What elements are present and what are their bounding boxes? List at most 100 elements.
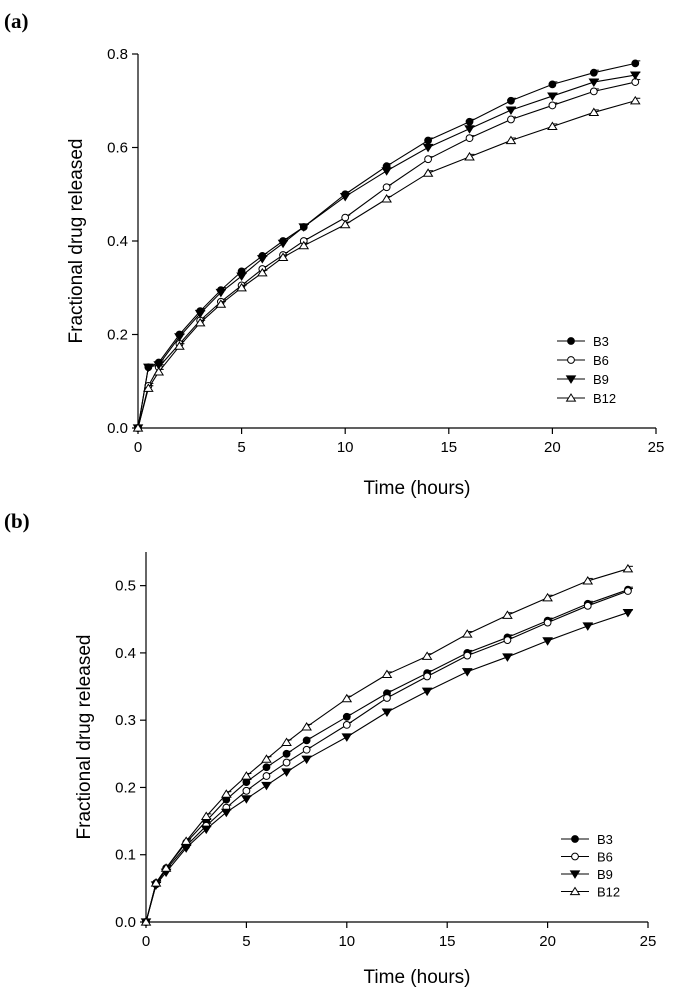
data-point-B9 <box>547 92 558 101</box>
y-axis-title: Fractional drug released <box>74 635 95 840</box>
data-point-B12 <box>153 366 165 376</box>
y-tick-label: 0.4 <box>107 233 128 250</box>
data-point-B6 <box>624 587 632 595</box>
data-point-B9 <box>588 78 600 87</box>
data-point-B12 <box>341 693 353 703</box>
series-B12 <box>132 95 641 432</box>
data-point-B3 <box>302 736 311 745</box>
data-point-B9 <box>194 309 206 319</box>
data-point-B12 <box>256 267 268 277</box>
x-tick-label: 10 <box>337 439 354 456</box>
data-point-B9 <box>277 239 289 249</box>
legend-marker-B3 <box>567 337 575 345</box>
panel-label: (b) <box>4 509 30 533</box>
data-point-B6 <box>543 618 552 627</box>
data-point-B6 <box>548 101 557 110</box>
series-line-B6 <box>137 81 636 429</box>
series-line-B9 <box>137 74 636 429</box>
series-B6 <box>142 587 633 926</box>
data-point-B12 <box>281 737 292 746</box>
data-point-B12 <box>174 341 185 350</box>
data-point-B9 <box>236 272 247 281</box>
x-tick-label: 25 <box>640 933 657 950</box>
legend-label: B3 <box>593 334 609 349</box>
x-tick-label: 5 <box>242 933 250 950</box>
legend-marker-B6 <box>571 852 579 861</box>
x-axis-title: Time (hours) <box>364 967 471 988</box>
data-point-B12 <box>215 299 227 308</box>
data-point-B9 <box>256 255 268 264</box>
data-point-B9 <box>281 768 292 777</box>
legend-label: B12 <box>593 391 616 406</box>
legend: B3 B6 B9 B12 <box>561 832 620 900</box>
data-point-B9 <box>339 192 351 202</box>
series-line-B3 <box>137 62 636 429</box>
x-tick-label: 15 <box>440 439 457 456</box>
data-point-B9 <box>582 622 594 631</box>
data-point-B9 <box>381 708 393 718</box>
data-point-B9 <box>381 167 392 176</box>
data-point-B12 <box>132 423 144 432</box>
legend: B3 B6 B9 B12 <box>557 334 616 406</box>
data-point-B9 <box>220 808 232 818</box>
data-point-B6 <box>282 758 291 767</box>
legend-item-B3: B3 <box>557 334 609 349</box>
data-point-B12 <box>629 95 641 105</box>
data-point-B12 <box>150 878 162 887</box>
data-point-B3 <box>342 712 351 721</box>
data-point-B12 <box>143 383 154 392</box>
data-point-B12 <box>220 789 232 798</box>
data-point-B12 <box>505 135 517 145</box>
data-point-B12 <box>502 610 513 619</box>
data-point-B6 <box>589 87 598 96</box>
data-point-B9 <box>464 125 475 134</box>
chart-panel-a: (a) 0 5 10 15 20 25 0.0 0.2 0.4 0.6 0.8 Time (hours)… <box>4 9 664 499</box>
data-point-B12 <box>298 240 310 250</box>
x-axis-title: Time (hours) <box>364 478 471 499</box>
y-tick-label: 0.2 <box>107 327 128 344</box>
legend-marker-B9 <box>565 375 577 384</box>
data-point-B6 <box>302 745 311 754</box>
x-tick-label: 25 <box>648 439 665 456</box>
data-point-B12 <box>464 151 475 161</box>
y-tick-label: 0.2 <box>115 779 136 796</box>
x-tick-label: 15 <box>439 933 456 950</box>
y-tick-label: 0.1 <box>115 847 136 864</box>
legend-label: B9 <box>597 867 613 882</box>
y-tick-label: 0.0 <box>107 420 128 437</box>
data-point-B6 <box>463 651 472 660</box>
data-point-B12 <box>236 282 247 292</box>
legend-marker-B12 <box>565 393 577 402</box>
legend-marker-B6 <box>567 356 575 364</box>
legend-item-B9: B9 <box>557 372 609 387</box>
series-B3 <box>142 585 633 926</box>
data-point-B9 <box>143 363 154 373</box>
data-point-B6 <box>424 155 432 164</box>
data-point-B3 <box>507 96 515 105</box>
x-tick-label: 0 <box>142 933 150 950</box>
y-tick-label: 0.8 <box>107 46 128 63</box>
data-point-B6 <box>423 672 432 681</box>
y-tick-label: 0.0 <box>115 914 136 931</box>
legend-marker-B3 <box>571 835 579 843</box>
legend-item-B6: B6 <box>557 353 609 368</box>
data-point-B6 <box>583 601 592 610</box>
data-point-B9 <box>622 608 634 618</box>
data-point-B12 <box>588 107 600 117</box>
data-point-B12 <box>160 863 172 872</box>
data-point-B6 <box>383 694 391 702</box>
data-point-B9 <box>301 755 312 765</box>
y-tick-label: 0.6 <box>107 140 128 157</box>
legend-item-B12: B12 <box>557 391 616 406</box>
x-tick-label: 20 <box>539 933 556 950</box>
data-point-B9 <box>261 781 272 791</box>
data-point-B9 <box>505 106 517 116</box>
legend-label: B9 <box>593 372 609 387</box>
chart-panel-b: (b) 0 5 10 15 20 25 0.0 0.1 0.2 0.3 0.4 0.5 Time (hou… <box>4 509 656 988</box>
data-point-B6 <box>382 183 391 192</box>
legend-label: B6 <box>597 850 613 865</box>
data-point-B3 <box>548 80 557 89</box>
data-point-B3 <box>589 68 598 77</box>
data-point-B9 <box>241 795 252 804</box>
